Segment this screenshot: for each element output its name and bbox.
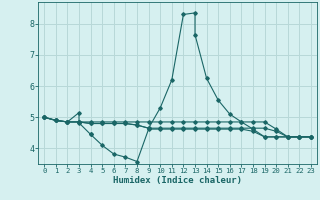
X-axis label: Humidex (Indice chaleur): Humidex (Indice chaleur) (113, 176, 242, 185)
